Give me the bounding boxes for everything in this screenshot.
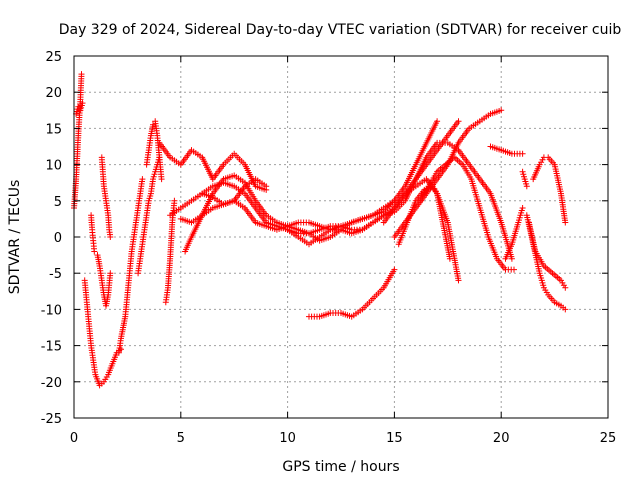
series-arc-g: [115, 176, 146, 356]
chart-title: Day 329 of 2024, Sidereal Day-to-day VTE…: [59, 22, 622, 38]
data-points: [71, 71, 569, 389]
series-arc-w: [487, 143, 526, 157]
data-point-markers: [98, 154, 114, 240]
series-arc-f: [98, 154, 114, 240]
y-tick-label: -20: [41, 376, 62, 391]
data-point-markers: [135, 154, 163, 277]
series-arc-j: [162, 197, 178, 306]
x-tick-label: 15: [386, 431, 403, 446]
series-arc-h: [135, 154, 163, 277]
y-tick-label: -5: [49, 267, 62, 282]
data-point-markers: [502, 205, 526, 262]
x-tick-label: 20: [493, 431, 510, 446]
y-tick-label: 0: [54, 231, 62, 246]
data-point-markers: [73, 100, 86, 117]
series-arc-c: [81, 277, 124, 389]
x-tick-label: 10: [279, 431, 296, 446]
y-tick-label: -25: [41, 412, 62, 427]
series-arc-v: [417, 154, 517, 273]
series-arc-r: [306, 266, 398, 320]
y-axis-label: SDTVAR / TECUs: [7, 180, 23, 295]
axes: 0 5 10 15 20 25 -25 -20 -15 -10 -5 0 5 10 15 20 25: [41, 50, 617, 446]
data-point-markers: [115, 176, 146, 356]
series-arc-p: [241, 118, 441, 233]
data-point-markers: [530, 154, 569, 226]
series-arc-aa: [530, 154, 569, 226]
y-tick-label: 20: [45, 86, 62, 101]
x-tick-label: 5: [177, 431, 185, 446]
series-arc-d: [88, 212, 98, 255]
data-point-markers: [143, 118, 165, 183]
series-arc-y: [519, 168, 530, 190]
data-point-markers: [94, 252, 114, 309]
data-point-markers: [241, 118, 441, 233]
data-point-markers: [284, 139, 515, 262]
y-tick-label: 5: [54, 195, 62, 210]
series-arc-q: [284, 139, 515, 262]
x-tick-label: 25: [600, 431, 617, 446]
series-arc-b: [73, 100, 86, 117]
data-point-markers: [487, 143, 526, 157]
data-point-markers: [526, 219, 569, 291]
series-arc-i: [143, 118, 165, 183]
data-point-markers: [306, 266, 398, 320]
x-tick-label: 0: [70, 431, 78, 446]
data-point-markers: [88, 212, 98, 255]
data-point-markers: [81, 277, 124, 389]
y-tick-label: 25: [45, 50, 62, 65]
series-arc-bb: [526, 219, 569, 291]
y-tick-label: -15: [41, 340, 62, 355]
y-tick-label: 10: [45, 159, 62, 174]
y-tick-label: 15: [45, 122, 62, 137]
data-point-markers: [417, 154, 517, 273]
series-arc-e: [94, 252, 114, 309]
y-tick-label: -10: [41, 303, 62, 318]
x-axis-label: GPS time / hours: [282, 459, 399, 475]
series-arc-x: [502, 205, 526, 262]
data-point-markers: [162, 197, 178, 306]
data-point-markers: [519, 168, 530, 190]
